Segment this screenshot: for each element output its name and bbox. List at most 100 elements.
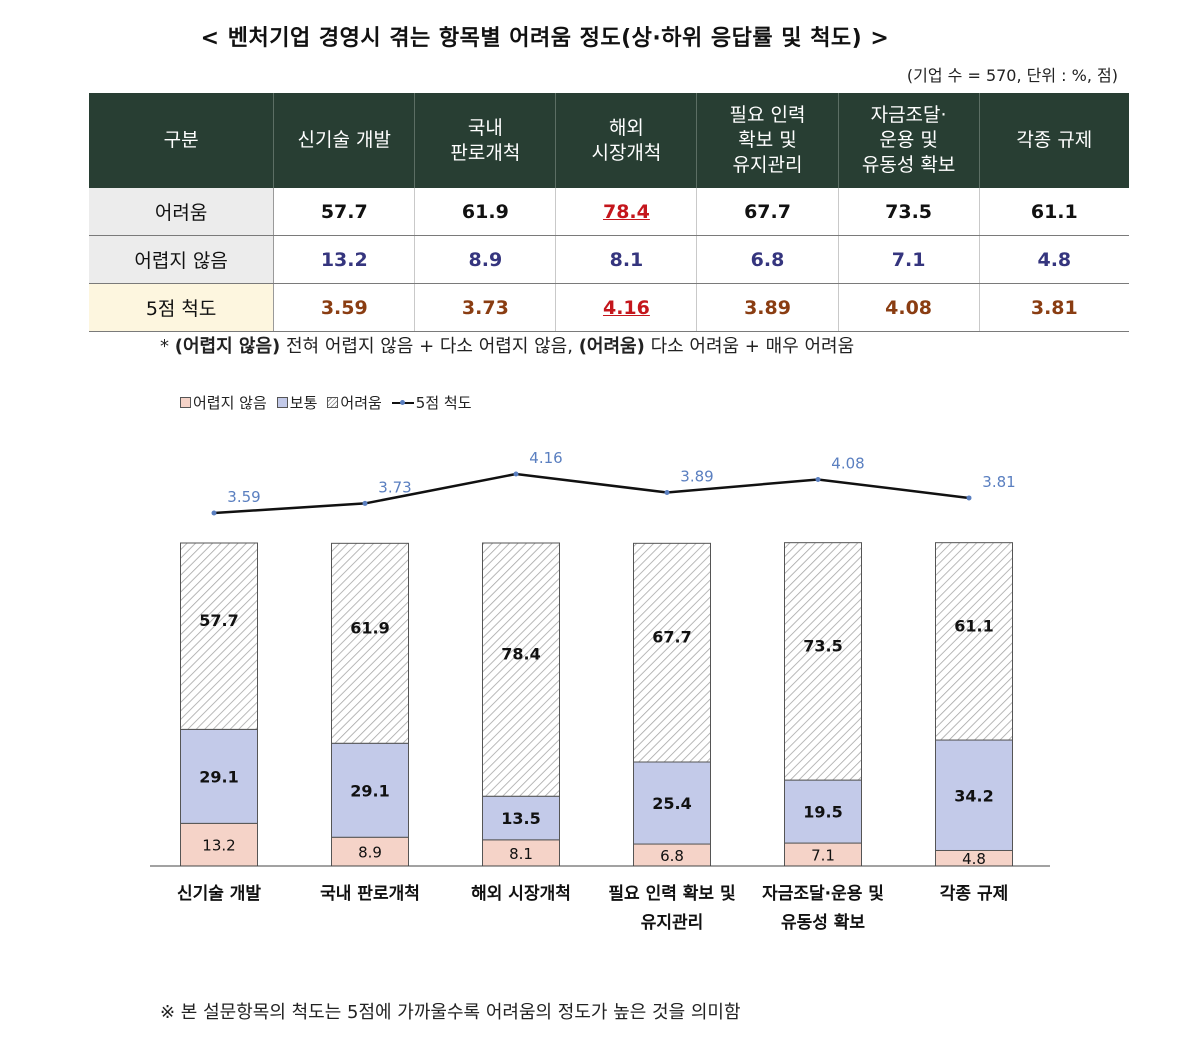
table-cell: 67.7: [696, 188, 839, 236]
bar-segment-difficult: [180, 542, 258, 730]
category-label: 국내 판로개척: [320, 884, 420, 904]
bar-segment-difficult: [482, 542, 560, 797]
bar-label-not-difficult: 7.1: [811, 847, 835, 865]
legend-swatch-blue: [276, 397, 288, 408]
scale-point: [211, 510, 217, 516]
bar-label-normal: 13.5: [501, 809, 540, 828]
bar-label-difficult: 61.9: [350, 618, 389, 637]
scale-point: [664, 489, 670, 495]
legend-swatch-pink: [180, 397, 191, 408]
row-label: 어려움: [89, 188, 275, 236]
table-header-cell: 구분: [89, 93, 275, 188]
table-header-cell: 신기술 개발: [273, 93, 416, 188]
bar-label-difficult: 67.7: [652, 628, 691, 647]
row-label: 5점 척도: [89, 283, 275, 332]
summary-table: 구분 신기술 개발 국내 판로개척 해외 시장개척 필요 인력 확보 및 유지관…: [89, 93, 1129, 332]
category-label: 필요 인력 확보 및: [608, 884, 735, 904]
legend-swatch-hatch: [327, 397, 339, 408]
scale-label: 3.73: [378, 478, 411, 496]
unit-note: (기업 수 = 570, 단위 : %, 점): [906, 66, 1118, 85]
scale-point: [362, 500, 368, 506]
table-header-cell: 해외 시장개척: [555, 93, 698, 188]
legend-label: 보통: [289, 394, 318, 412]
legend-item: 어려움: [327, 392, 382, 413]
bar-label-difficult: 57.7: [199, 611, 238, 630]
bar-segment-difficult: [784, 542, 862, 781]
table-cell: 4.08: [838, 283, 980, 332]
footnote-star: *: [160, 336, 169, 357]
scale-point: [966, 495, 972, 501]
footnote-text: 전혀 어렵지 않음 + 다소 어렵지 않음,: [280, 336, 573, 357]
category-label: 자금조달·운용 및: [762, 883, 884, 904]
bar-segment-normal: [180, 728, 258, 824]
table-cell: 13.2: [273, 235, 416, 284]
table-header-row: 구분 신기술 개발 국내 판로개척 해외 시장개척 필요 인력 확보 및 유지관…: [89, 93, 1129, 188]
table-cell-highlight: 78.4: [555, 188, 698, 236]
bar-label-not-difficult: 8.9: [358, 844, 382, 862]
legend-label: 5점 척도: [415, 394, 472, 412]
page-title: < 벤처기업 경영시 겪는 항목별 어려움 정도(상·하위 응답률 및 척도) …: [200, 26, 890, 51]
scale-label: 3.59: [227, 488, 260, 506]
bar-segment-not-difficult: [331, 836, 409, 867]
category-label: 유동성 확보: [781, 913, 865, 933]
legend-item: 어렵지 않음: [180, 392, 267, 413]
bar-segment-normal: [935, 739, 1013, 851]
scale-label: 3.89: [680, 467, 713, 485]
row-label: 어렵지 않음: [89, 235, 275, 284]
table-cell: 3.59: [273, 283, 416, 332]
table-header-cell: 자금조달· 운용 및 유동성 확보: [838, 93, 980, 188]
bar-segment-normal: [633, 761, 711, 845]
bar-label-not-difficult: 4.8: [962, 850, 986, 868]
bar-segment-not-difficult: [482, 839, 560, 867]
table-cell: 6.8: [696, 235, 839, 284]
footnote-text: 다소 어려움 + 매우 어려움: [644, 336, 855, 357]
category-label: 해외 시장개척: [471, 884, 571, 904]
table-footnote: * (어렵지 않음) 전혀 어렵지 않음 + 다소 어렵지 않음, (어려움) …: [160, 332, 854, 358]
table-cell: 8.1: [555, 235, 698, 284]
table-header-cell: 필요 인력 확보 및 유지관리: [696, 93, 839, 188]
bar-label-normal: 29.1: [350, 781, 389, 800]
table-row: 5점 척도 3.59 3.73 4.16 3.89 4.08 3.81: [89, 283, 1129, 332]
bar-segment-normal: [331, 742, 409, 838]
scale-line: [213, 472, 970, 515]
bar-label-normal: 19.5: [803, 803, 842, 822]
table-cell: 3.89: [696, 283, 839, 332]
bar-segment-difficult: [633, 542, 711, 763]
footnote-term: (어렵지 않음): [174, 336, 281, 357]
scale-point: [815, 476, 821, 482]
table-cell: 73.5: [838, 188, 980, 236]
legend-label: 어려움: [340, 394, 382, 412]
category-label: 유지관리: [641, 913, 704, 933]
table-cell: 3.81: [979, 283, 1129, 332]
bar-label-difficult: 73.5: [803, 636, 842, 655]
bar-segment-difficult: [935, 542, 1013, 741]
chart-legend: 어렵지 않음 보통 어려움 5점 척도: [180, 392, 476, 413]
scale-label: 3.81: [982, 473, 1015, 491]
scale-label: 4.08: [831, 454, 864, 472]
scale-point: [513, 471, 519, 477]
bar-label-normal: 29.1: [199, 767, 238, 786]
category-label: 각종 규제: [940, 884, 1008, 904]
bar-label-difficult: 78.4: [501, 645, 540, 664]
table-cell: 8.9: [414, 235, 557, 284]
table-cell: 61.1: [979, 188, 1129, 236]
table-header-cell: 국내 판로개척: [414, 93, 557, 188]
legend-label: 어렵지 않음: [193, 394, 267, 412]
table-cell: 3.73: [414, 283, 557, 332]
table-cell-highlight: 4.16: [555, 283, 698, 332]
bottom-footnote: ※ 본 설문항목의 척도는 5점에 가까울수록 어려움의 정도가 높은 것을 의…: [160, 1002, 741, 1023]
bar-label-not-difficult: 13.2: [202, 837, 235, 855]
table-cell: 7.1: [838, 235, 980, 284]
category-label: 신기술 개발: [177, 884, 261, 904]
legend-item: 5점 척도: [391, 392, 472, 413]
table-cell: 4.8: [979, 235, 1129, 284]
table-cell: 57.7: [273, 188, 416, 236]
table-cell: 61.9: [414, 188, 557, 236]
bar-label-not-difficult: 6.8: [660, 847, 684, 865]
legend-item: 보통: [276, 392, 318, 413]
table-row: 어려움 57.7 61.9 78.4 67.7 73.5 61.1: [89, 188, 1129, 236]
table-row: 어렵지 않음 13.2 8.9 8.1 6.8 7.1 4.8: [89, 235, 1129, 284]
bar-label-not-difficult: 8.1: [509, 845, 533, 863]
table-header-cell: 각종 규제: [979, 93, 1129, 188]
